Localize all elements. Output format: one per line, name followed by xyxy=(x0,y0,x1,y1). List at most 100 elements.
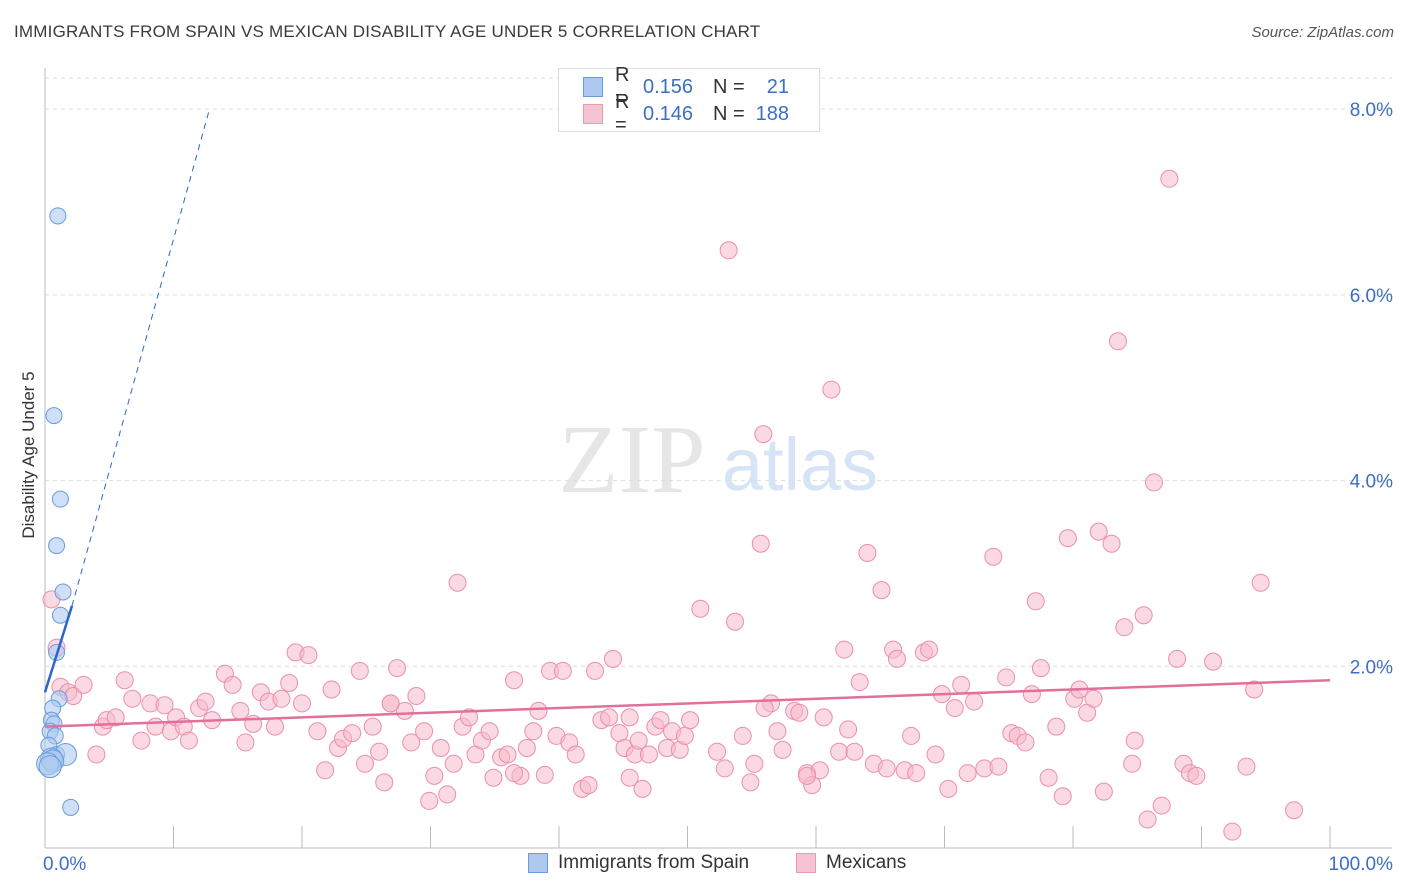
mexicans-point xyxy=(814,708,833,727)
y-axis-label: Disability Age Under 5 xyxy=(19,371,38,538)
mexicans-point xyxy=(790,703,809,722)
mexicans-point xyxy=(639,745,658,764)
mexicans-point xyxy=(733,726,752,745)
mexicans-point xyxy=(1047,717,1066,736)
legend-series: Immigrants from Spain Mexicans xyxy=(0,852,1406,878)
mexicans-point xyxy=(179,731,198,750)
mexicans-point xyxy=(1123,754,1142,773)
mexicans-point xyxy=(425,766,444,785)
mexicans-point xyxy=(293,694,311,713)
mexicans-point xyxy=(280,674,299,692)
mexicans-point xyxy=(745,754,764,773)
mexicans-point xyxy=(1204,652,1223,671)
spain-trend-line xyxy=(43,605,74,693)
watermark: ZIP atlas xyxy=(559,406,879,514)
legend-item-mexicans[interactable]: Mexicans xyxy=(796,852,906,874)
mexicans-point xyxy=(350,661,369,680)
mexicans-point xyxy=(1084,689,1103,708)
mexicans-point xyxy=(715,759,734,778)
mexicans-point xyxy=(155,696,174,715)
mexicans-point xyxy=(146,717,165,736)
mexicans-point xyxy=(708,742,727,761)
mexicans-point xyxy=(395,701,414,720)
y-tick-label: 2.0% xyxy=(1350,657,1393,678)
mexicans-point xyxy=(115,671,134,690)
mexicans-point xyxy=(726,612,745,631)
mexicans-point xyxy=(1187,766,1206,785)
mexicans-point xyxy=(498,745,517,764)
watermark-atlas: atlas xyxy=(722,423,878,506)
mexicans-point xyxy=(106,708,125,727)
mexicans-point xyxy=(1031,659,1050,678)
legend-item-spain[interactable]: Immigrants from Spain xyxy=(528,852,749,874)
legend-row-spain: R = 0.156 N = 21 xyxy=(583,64,789,109)
n-value: 188 xyxy=(755,102,789,125)
mexicans-point xyxy=(1039,768,1058,787)
y-tick-label: 8.0% xyxy=(1350,100,1393,121)
mexicans-point xyxy=(370,742,389,761)
legend-row-mexicans: R = 0.146 N = 188 xyxy=(583,91,789,136)
mexicans-point xyxy=(566,745,585,764)
mexicans-point xyxy=(480,722,499,741)
spain-point xyxy=(38,755,62,779)
mexicans-point xyxy=(322,680,341,699)
mexicans-point xyxy=(620,768,639,787)
mexicans-point xyxy=(926,745,945,764)
spain-point xyxy=(62,798,80,816)
n-label: N = xyxy=(713,102,745,125)
mexicans-point xyxy=(460,708,479,727)
legend-swatch-mexicans xyxy=(796,853,816,873)
mexicans-point xyxy=(223,675,242,694)
x-tick-label: 0.0% xyxy=(43,854,86,875)
mexicans-point xyxy=(997,668,1016,687)
mexicans-point xyxy=(484,768,503,787)
mexicans-point xyxy=(603,649,622,668)
mexicans-point xyxy=(920,640,939,659)
mexicans-point xyxy=(231,701,250,720)
mexicans-point xyxy=(1108,332,1127,351)
mexicans-trend-line xyxy=(44,678,1331,728)
mexicans-point xyxy=(965,692,984,711)
mexicans-point xyxy=(1285,801,1304,820)
mexicans-point xyxy=(633,779,652,798)
spain-point xyxy=(54,583,72,601)
mexicans-point xyxy=(1168,649,1187,668)
spain-trend-extension xyxy=(71,109,210,607)
mexicans-point xyxy=(945,699,964,718)
mexicans-point xyxy=(1053,787,1072,806)
mexicans-point xyxy=(132,731,151,750)
mexicans-point xyxy=(620,708,639,727)
r-value: 0.156 xyxy=(643,75,694,98)
r-label: R = xyxy=(615,91,630,136)
mexicans-point xyxy=(773,740,792,759)
mexicans-point xyxy=(1251,573,1270,592)
spain-point xyxy=(51,490,69,508)
mexicans-point xyxy=(363,717,382,736)
mexicans-point xyxy=(529,701,548,720)
mexicans-point xyxy=(902,726,921,745)
mexicans-point xyxy=(355,754,374,773)
mexicans-point xyxy=(629,731,648,750)
mexicans-point xyxy=(438,785,457,804)
mexicans-point xyxy=(505,671,524,690)
n-value: 21 xyxy=(766,75,789,98)
mexicans-point xyxy=(381,694,400,713)
mexicans-point xyxy=(266,717,285,736)
mexicans-point xyxy=(420,791,439,810)
mexicans-point xyxy=(1144,473,1163,492)
mexicans-point xyxy=(989,757,1008,776)
mexicans-point xyxy=(958,764,977,783)
mexicans-point xyxy=(719,241,738,260)
mexicans-point xyxy=(1134,606,1153,625)
mexicans-point xyxy=(887,649,906,668)
mexicans-point xyxy=(691,599,710,618)
mexicans-point xyxy=(907,764,926,783)
mexicans-point xyxy=(375,773,394,792)
mexicans-point xyxy=(1022,685,1041,704)
mexicans-point xyxy=(600,708,619,727)
y-tick-label: 4.0% xyxy=(1350,472,1393,493)
mexicans-point xyxy=(505,764,524,783)
mexicans-point xyxy=(1102,534,1121,553)
mexicans-point xyxy=(524,722,543,741)
